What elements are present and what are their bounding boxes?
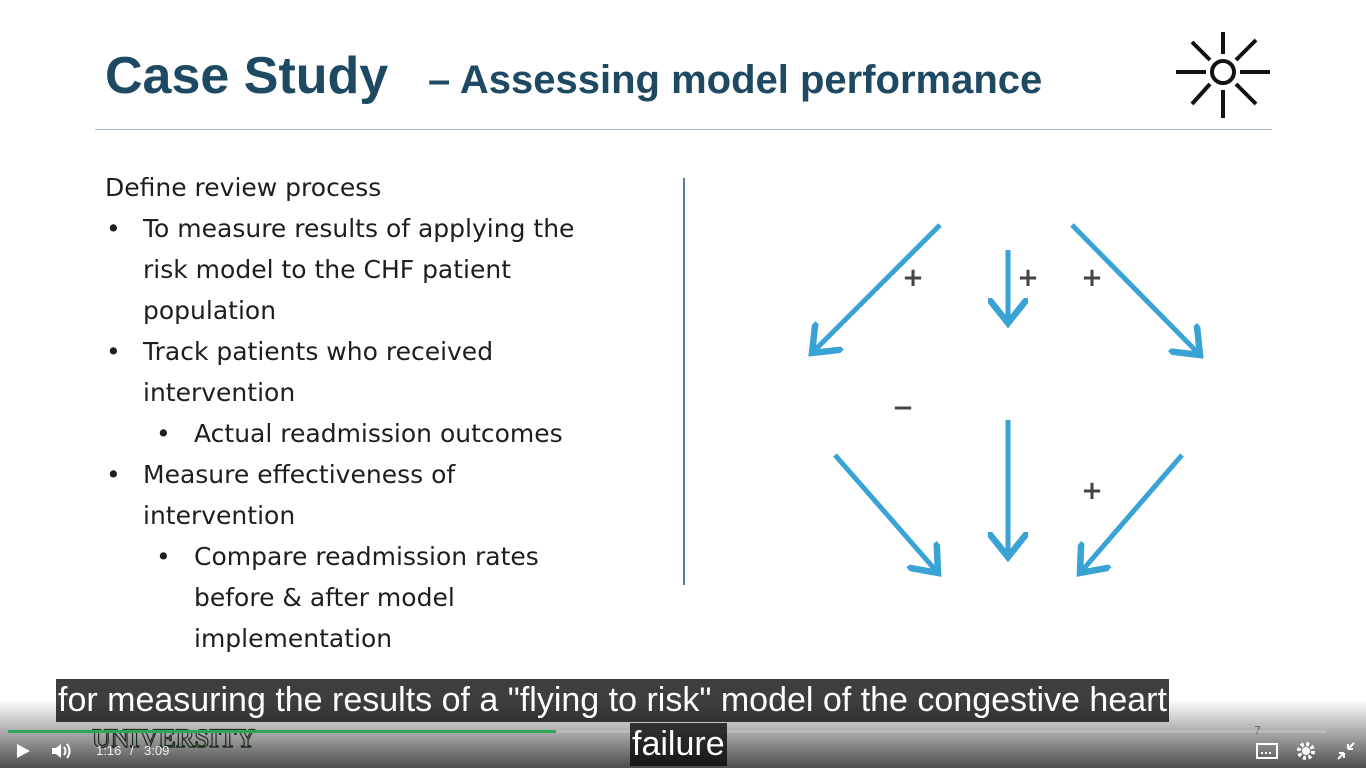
- slide-subtitle: – Assessing model performance: [428, 58, 1043, 102]
- arrows: [812, 223, 1200, 573]
- bullet-text: intervention: [143, 378, 296, 407]
- sun-icon: [1176, 32, 1270, 118]
- caption-line: for measuring the results of a "flying t…: [56, 679, 1169, 722]
- diagram: Domain Expertise Data Quality Interpretation…: [762, 185, 1226, 633]
- progress-played: [8, 730, 556, 733]
- bullet-text: Measure effectiveness of: [143, 460, 456, 489]
- bullet-text: Actual readmission outcomes: [194, 419, 563, 448]
- progress-remaining: [556, 730, 1326, 733]
- sign: +: [1017, 263, 1039, 293]
- bullet-text: implementation: [194, 624, 393, 653]
- slide-title: Case Study: [105, 47, 389, 105]
- time-separator: /: [130, 743, 134, 758]
- volume-button[interactable]: [50, 741, 74, 761]
- title-rule: [95, 129, 1272, 130]
- sign: +: [902, 263, 924, 293]
- node-label: Interpretation: [762, 404, 874, 420]
- settings-button[interactable]: [1296, 741, 1316, 761]
- bullet-text: intervention: [143, 501, 296, 530]
- current-time: 1:16: [96, 743, 122, 758]
- node-label: Time: [1182, 400, 1226, 419]
- bullet-dot: •: [156, 542, 171, 571]
- node-label: Domain: [972, 185, 1041, 204]
- bullet-text: population: [143, 296, 277, 325]
- bullet-dot: •: [106, 337, 121, 366]
- node-label: Data: [988, 354, 1031, 373]
- bullet-text: Track patients who received: [143, 337, 494, 366]
- divider: [683, 178, 685, 585]
- bullet-dot: •: [156, 419, 171, 448]
- bullet-text: before & after model: [194, 583, 455, 612]
- captions-button[interactable]: [1256, 743, 1278, 759]
- bullet-heading: Define review process: [105, 173, 382, 202]
- play-button[interactable]: [14, 742, 34, 760]
- node-label: Expertise: [964, 209, 1049, 228]
- duration: 3:09: [144, 743, 170, 758]
- caption-line: failure: [630, 723, 727, 766]
- sign: −: [892, 393, 914, 423]
- bullet-dot: •: [106, 460, 121, 489]
- node-label: Accuracy: [966, 614, 1048, 633]
- node-label: Quality: [977, 378, 1042, 397]
- sign: +: [1081, 263, 1103, 293]
- bullet-text: Compare readmission rates: [194, 542, 539, 571]
- exit-fullscreen-button[interactable]: [1336, 741, 1356, 761]
- sign: +: [1081, 476, 1103, 506]
- bullet-text: To measure results of applying the: [143, 214, 575, 243]
- bullet-dot: •: [106, 214, 121, 243]
- bullet-text: risk model to the CHF patient: [143, 255, 512, 284]
